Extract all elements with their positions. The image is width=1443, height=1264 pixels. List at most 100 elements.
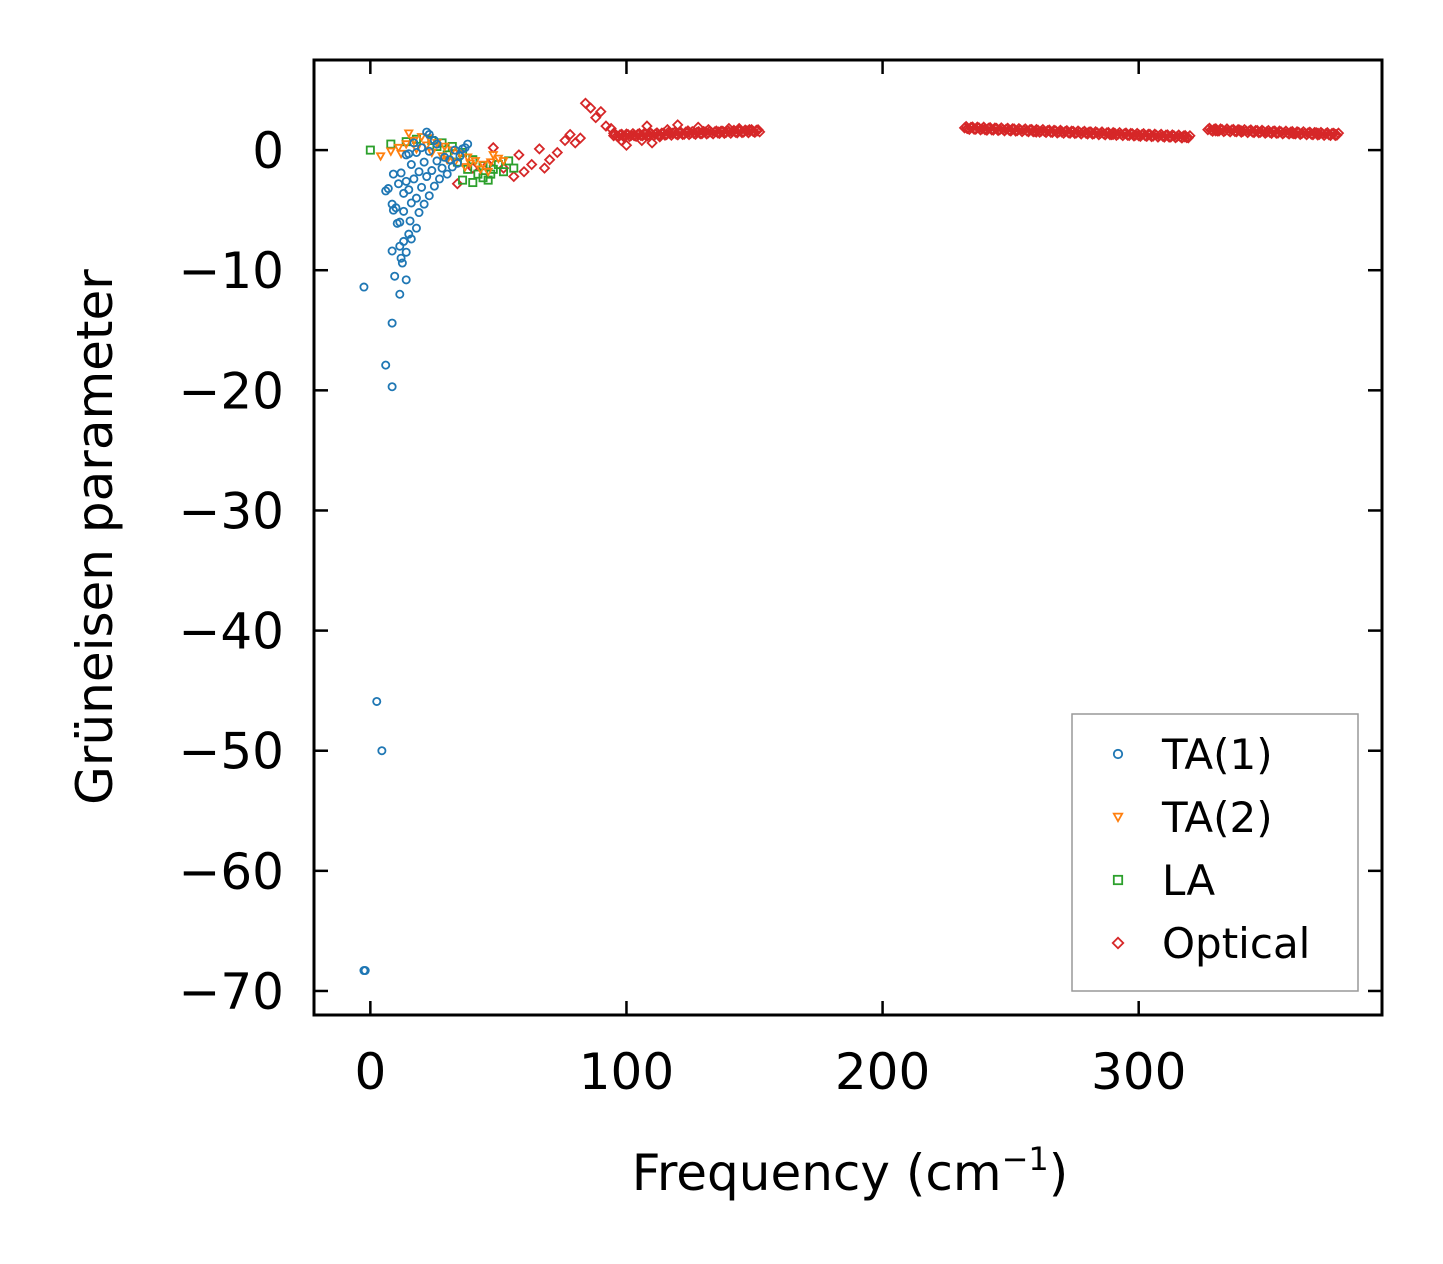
data-point [712,126,725,138]
series-ta-2- [375,129,509,178]
x-tick-label: 200 [835,1043,930,1101]
data-point [743,123,756,136]
data-point [427,166,437,176]
data-point [404,185,414,195]
data-point [409,138,419,148]
data-point [574,132,587,144]
data-point [414,208,424,218]
data-point [432,139,442,149]
data-point [375,152,386,162]
data-point [666,127,679,140]
data-point [487,141,500,154]
data-point [1081,127,1094,140]
data-point [533,143,546,155]
data-point [390,271,400,281]
data-point [397,258,407,268]
y-tick-label: −40 [178,603,284,661]
series-ta-1- [359,127,473,976]
data-point [401,275,411,285]
data-point [403,129,414,139]
data-point [1209,125,1222,137]
data-point [458,175,468,185]
data-point [499,167,509,177]
data-point [377,746,387,756]
y-tick-label: −60 [178,843,284,901]
data-point [498,157,509,167]
data-point [564,128,576,141]
data-point [406,160,416,170]
data-point [417,143,427,153]
data-point [1158,131,1171,143]
data-point [405,216,415,226]
y-tick-label: −30 [178,482,284,540]
data-point [387,318,397,328]
data-point [584,102,597,114]
data-point [411,223,421,233]
data-point [702,123,715,136]
data-point [388,169,398,179]
data-point [451,177,464,190]
data-point [372,696,382,706]
data-point [1004,125,1017,137]
legend-marker [1112,874,1124,886]
data-point [646,137,658,149]
data-point [437,163,447,173]
data-point [396,168,406,178]
data-point [1132,129,1145,142]
legend: TA(1) TA(2) LA Optical [1071,713,1359,992]
data-point [439,142,450,152]
data-point [424,129,434,139]
data-point [1330,128,1342,141]
legend-marker [1112,812,1124,824]
data-point [442,169,452,179]
data-point [399,236,409,246]
x-tick-label: 100 [579,1043,674,1101]
data-point [485,158,496,168]
data-point [620,139,633,152]
legend-marker [1111,936,1125,950]
data-point [409,174,419,184]
x-tick-label: 300 [1091,1043,1186,1101]
series-optical [451,97,1345,190]
data-point [386,139,396,149]
data-point [733,122,745,135]
data-point [385,147,396,157]
data-point [751,125,763,137]
data-point [692,121,704,134]
data-point [416,133,427,143]
data-point [424,146,434,156]
data-point [497,162,510,174]
data-point [458,144,468,154]
data-point [1312,127,1324,140]
data-point [414,167,424,177]
data-point [723,122,735,135]
data-point [483,167,494,178]
data-point [401,247,411,257]
y-axis-label: Grüneisen parameter [66,269,124,805]
data-point [477,160,489,170]
data-point [401,176,411,186]
data-point [381,186,391,196]
legend-label: TA(1) [1161,730,1273,779]
data-point [393,143,404,154]
data-point [1260,126,1273,138]
data-point [551,146,564,159]
legend-label: LA [1162,856,1215,905]
x-axis-label: Frequency (cm−1) [632,1140,1069,1202]
y-tick-label: 0 [252,122,284,180]
data-point [979,123,991,136]
data-point [473,169,483,179]
data-point [359,282,369,292]
data-point [396,253,406,263]
data-point [628,129,640,142]
data-point [1030,126,1043,138]
data-point [1235,125,1247,137]
data-point [682,125,694,137]
data-point [429,181,439,191]
data-point [419,199,429,209]
data-point [1179,131,1191,143]
data-point [406,198,416,208]
data-point [507,170,520,183]
data-point [394,179,404,189]
